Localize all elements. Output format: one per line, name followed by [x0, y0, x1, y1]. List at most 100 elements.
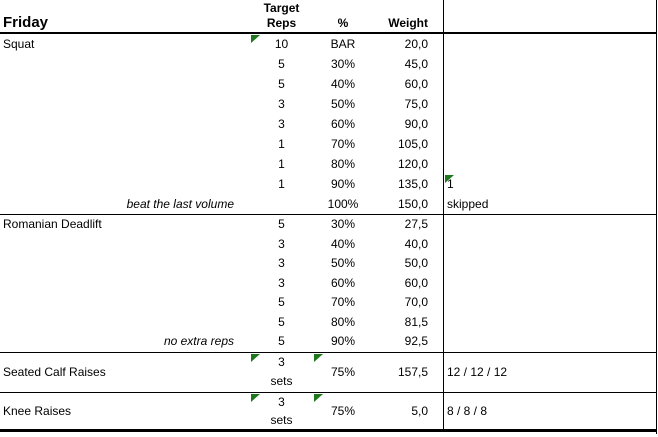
cell-percent[interactable]: 70%	[330, 295, 356, 310]
cell-note[interactable]: beat the last volume	[126, 197, 234, 211]
cell-result[interactable]: skipped	[443, 194, 656, 214]
cell-weight[interactable]: 70,0	[404, 295, 428, 310]
error-indicator-icon	[251, 353, 260, 362]
cell-reps[interactable]: 3	[278, 117, 285, 131]
cell-percent[interactable]: 100%	[327, 197, 359, 211]
day-header-cell[interactable]: Friday	[0, 0, 250, 32]
cell-result[interactable]	[443, 54, 656, 74]
cell-result[interactable]	[443, 332, 656, 352]
cell-result[interactable]: 8 / 8 / 8	[443, 392, 656, 429]
cell-result[interactable]	[443, 215, 656, 235]
cell-percent[interactable]: 30%	[330, 57, 356, 71]
cell-result[interactable]	[443, 273, 656, 294]
column-header-percent[interactable]: %	[337, 16, 349, 30]
cell-percent[interactable]: 40%	[330, 77, 356, 91]
cell-result[interactable]	[443, 234, 656, 255]
cell-result[interactable]: 12 / 12 / 12	[443, 352, 656, 392]
cell-percent[interactable]: 90%	[330, 334, 356, 349]
cell-result[interactable]	[443, 154, 656, 174]
cell-exercise[interactable]	[0, 94, 250, 114]
cell-reps[interactable]: 3	[278, 236, 285, 251]
cell-exercise[interactable]: Squat	[3, 37, 35, 51]
cell-exercise[interactable]	[0, 154, 250, 174]
cell-weight[interactable]: 40,0	[404, 236, 428, 251]
cell-exercise[interactable]	[0, 293, 250, 313]
cell-weight[interactable]: 5,0	[411, 403, 428, 418]
cell-reps[interactable]	[250, 194, 313, 214]
cell-exercise[interactable]	[0, 274, 250, 294]
cell-result[interactable]	[443, 134, 656, 154]
cell-weight[interactable]: 50,0	[404, 256, 428, 271]
table-row: beat the last volume 100% 150,0 skipped	[0, 194, 656, 214]
cell-weight[interactable]: 75,0	[404, 97, 428, 111]
cell-reps[interactable]: 3	[278, 256, 285, 271]
cell-weight[interactable]: 135,0	[397, 177, 428, 191]
cell-reps[interactable]: 3	[278, 275, 285, 290]
cell-result[interactable]	[443, 34, 656, 54]
cell-percent[interactable]: 75%	[313, 353, 373, 392]
cell-weight[interactable]: 27,5	[404, 217, 428, 231]
cell-percent[interactable]: 90%	[330, 177, 356, 191]
cell-result[interactable]: 1	[443, 174, 656, 194]
cell-reps[interactable]: 5	[278, 334, 285, 349]
cell-exercise[interactable]	[0, 74, 250, 94]
cell-weight[interactable]: 157,5	[397, 364, 428, 379]
cell-exercise[interactable]	[0, 174, 250, 194]
cell-reps[interactable]: 5	[278, 295, 285, 310]
column-header-results[interactable]	[443, 0, 656, 32]
cell-weight[interactable]: 81,5	[404, 314, 428, 329]
cell-percent[interactable]: 40%	[330, 236, 356, 251]
cell-exercise[interactable]	[0, 54, 250, 74]
cell-percent[interactable]: 75%	[313, 393, 373, 429]
cell-result[interactable]	[443, 94, 656, 114]
cell-exercise[interactable]	[0, 134, 250, 154]
cell-percent[interactable]: 80%	[330, 157, 356, 171]
cell-reps[interactable]: 10	[250, 34, 313, 54]
cell-reps[interactable]: 1	[278, 177, 285, 191]
cell-reps[interactable]: 5	[278, 57, 285, 71]
cell-percent[interactable]: 50%	[330, 256, 356, 271]
cell-exercise[interactable]: Romanian Deadlift	[3, 217, 102, 231]
cell-weight[interactable]: 92,5	[404, 334, 428, 349]
cell-percent[interactable]: 30%	[330, 217, 356, 231]
cell-note[interactable]: no extra reps	[163, 334, 234, 349]
cell-weight[interactable]: 20,0	[404, 37, 428, 51]
cell-reps[interactable]: 3	[278, 97, 285, 111]
cell-result[interactable]	[443, 312, 656, 333]
cell-result[interactable]	[443, 114, 656, 134]
cell-reps[interactable]: 3 sets	[250, 393, 313, 429]
cell-percent[interactable]: BAR	[330, 37, 356, 51]
cell-result[interactable]	[443, 254, 656, 274]
cell-exercise[interactable]	[0, 254, 250, 274]
cell-weight[interactable]: 120,0	[397, 157, 428, 171]
cell-reps[interactable]: 3 sets	[250, 353, 313, 392]
cell-result[interactable]	[443, 293, 656, 313]
table-row: 5 40% 60,0	[0, 74, 656, 94]
cell-percent[interactable]: 50%	[330, 97, 356, 111]
cell-reps[interactable]: 1	[278, 157, 285, 171]
cell-weight[interactable]: 45,0	[404, 57, 428, 71]
cell-weight[interactable]: 150,0	[397, 197, 428, 211]
cell-reps[interactable]: 5	[278, 77, 285, 91]
cell-exercise[interactable]: Seated Calf Raises	[3, 364, 106, 379]
column-header-target-reps[interactable]: Target Reps	[263, 1, 300, 30]
cell-exercise[interactable]	[0, 114, 250, 134]
cell-weight[interactable]: 60,0	[404, 77, 428, 91]
cell-exercise[interactable]	[0, 313, 250, 333]
cell-weight[interactable]: 90,0	[404, 117, 428, 131]
cell-exercise[interactable]	[0, 235, 250, 255]
cell-percent[interactable]: 60%	[330, 275, 356, 290]
cell-percent[interactable]: 60%	[330, 117, 356, 131]
cell-exercise[interactable]: Knee Raises	[3, 403, 72, 418]
cell-percent[interactable]: 70%	[330, 137, 356, 151]
section-knee-raises: Knee Raises 3 sets 75% 5,0 8 / 8 / 8	[0, 392, 656, 432]
cell-reps[interactable]: 1	[278, 137, 285, 151]
page-title: Friday	[3, 14, 49, 31]
cell-reps[interactable]: 5	[278, 314, 285, 329]
cell-weight[interactable]: 60,0	[404, 275, 428, 290]
cell-reps[interactable]: 5	[278, 217, 285, 231]
column-header-weight[interactable]: Weight	[388, 16, 428, 30]
cell-result[interactable]	[443, 74, 656, 94]
cell-weight[interactable]: 105,0	[397, 137, 428, 151]
cell-percent[interactable]: 80%	[330, 314, 356, 329]
